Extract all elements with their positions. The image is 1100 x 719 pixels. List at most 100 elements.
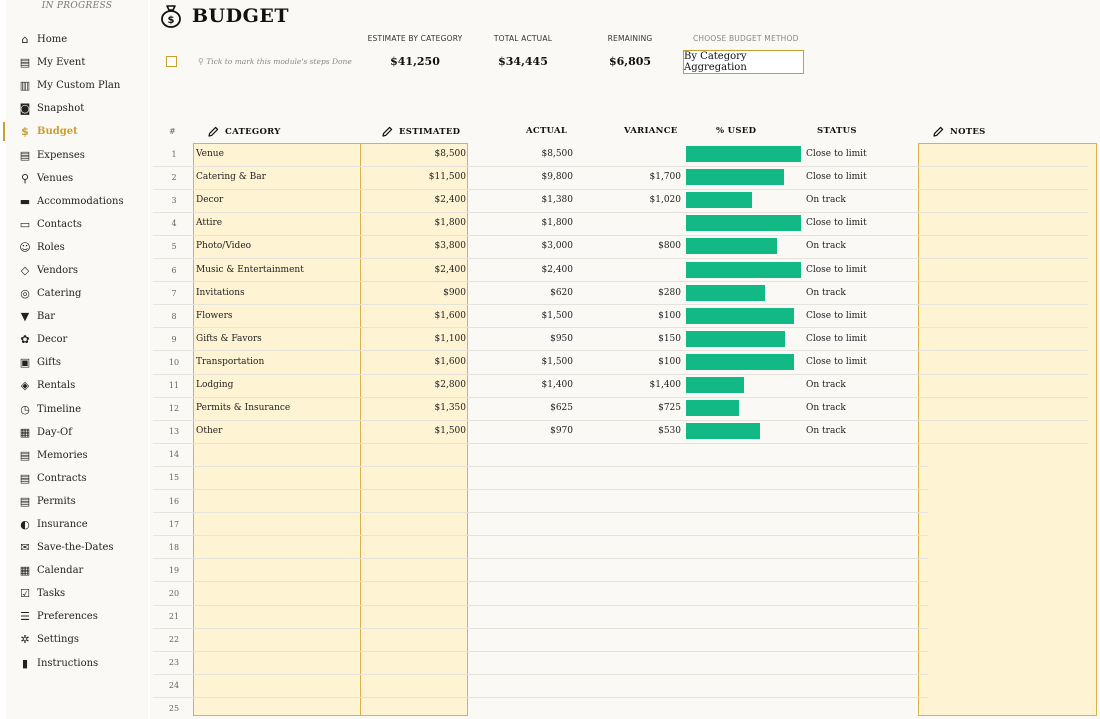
sidebar-item-venues[interactable]: ⚲ Venues	[6, 167, 148, 190]
percent-used-bar	[686, 261, 801, 278]
table-row: 15	[153, 466, 1091, 489]
table-row: 10 Transportation $1,600 $1,500 $100 Close to…	[153, 351, 1091, 374]
sidebar-item-vendors[interactable]: ◇ Vendors	[6, 259, 148, 282]
notes-cell[interactable]	[919, 235, 1094, 258]
notes-cell[interactable]	[919, 166, 1094, 189]
notes-cell[interactable]	[919, 536, 1094, 559]
estimated-cell[interactable]: $8,500	[434, 149, 467, 159]
notes-cell[interactable]	[919, 466, 1094, 489]
sidebar-item-memories[interactable]: ▤ Memories	[6, 444, 148, 467]
notes-cell[interactable]	[919, 282, 1094, 305]
sidebar-item-catering[interactable]: ◎ Catering	[6, 282, 148, 305]
sidebar-item-decor[interactable]: ✿ Decor	[6, 328, 148, 351]
notes-cell[interactable]	[919, 697, 1094, 719]
estimated-cell[interactable]: $1,600	[434, 356, 467, 367]
sidebar-item-my-custom-plan[interactable]: ▥ My Custom Plan	[6, 74, 148, 97]
sidebar-item-snapshot[interactable]: ◙ Snapshot	[6, 97, 148, 120]
notes-cell[interactable]	[919, 351, 1094, 374]
category-cell[interactable]: Attire	[196, 218, 223, 229]
estimated-cell[interactable]: $900	[443, 287, 466, 298]
row-number: 19	[168, 565, 180, 575]
notes-cell[interactable]	[919, 212, 1094, 235]
category-cell[interactable]: Transportation	[196, 356, 265, 367]
receipt-icon: ▤	[19, 148, 31, 162]
estimated-cell[interactable]: $2,400	[434, 195, 467, 206]
sidebar-item-roles[interactable]: ☺ Roles	[6, 236, 148, 259]
category-cell[interactable]: Photo/Video	[196, 241, 252, 252]
sidebar-item-contacts[interactable]: ▭ Contacts	[6, 213, 148, 236]
sidebar-item-calendar[interactable]: ▦ Calendar	[6, 559, 148, 582]
percent-used-bar	[686, 238, 777, 255]
notes-cell[interactable]	[919, 628, 1094, 651]
money-bag-icon: $	[161, 5, 181, 28]
notes-cell[interactable]	[919, 490, 1094, 513]
category-cell[interactable]: Venue	[196, 149, 224, 159]
sidebar-item-permits[interactable]: ▤ Permits	[6, 490, 148, 513]
sidebar-item-contracts[interactable]: ▤ Contracts	[6, 467, 148, 490]
camera-icon: ◙	[19, 102, 31, 116]
notes-cell[interactable]	[919, 374, 1094, 397]
sidebar-item-my-event[interactable]: ▤ My Event	[6, 51, 148, 74]
estimated-cell[interactable]: $11,500	[428, 172, 466, 183]
category-cell[interactable]: Invitations	[196, 287, 245, 298]
category-cell[interactable]: Other	[196, 426, 223, 437]
notes-cell[interactable]	[919, 651, 1094, 674]
notes-cell[interactable]	[919, 582, 1094, 605]
sidebar-item-day-of[interactable]: ▦ Day-Of	[6, 421, 148, 444]
table-row: 24	[153, 674, 1091, 697]
category-cell[interactable]: Lodging	[196, 380, 234, 390]
sidebar-item-save-the-dates[interactable]: ✉ Save-the-Dates	[6, 536, 148, 559]
gear-icon: ✲	[20, 633, 30, 647]
sidebar-item-preferences[interactable]: ☰ Preferences	[6, 605, 148, 628]
category-cell[interactable]: Gifts & Favors	[196, 333, 262, 344]
variance-cell: $1,020	[649, 195, 682, 206]
notes-cell[interactable]	[919, 305, 1094, 328]
category-cell[interactable]: Permits & Insurance	[196, 403, 291, 414]
category-cell[interactable]: Flowers	[196, 310, 233, 321]
category-cell[interactable]: Music & Entertainment	[196, 264, 304, 275]
notes-cell[interactable]	[919, 443, 1094, 466]
notes-cell[interactable]	[919, 189, 1094, 212]
budget-method-select[interactable]: By Category Aggregation	[683, 50, 804, 74]
sidebar-item-tasks[interactable]: ☑ Tasks	[6, 582, 148, 605]
module-done-checkbox[interactable]	[166, 56, 177, 67]
row-number: 23	[168, 658, 180, 668]
sidebar-item-expenses[interactable]: ▤ Expenses	[6, 143, 148, 166]
sidebar-item-accommodations[interactable]: ▬ Accommodations	[6, 190, 148, 213]
estimated-cell[interactable]: $1,350	[434, 403, 467, 414]
estimate-by-category-value: $41,250	[390, 55, 440, 68]
notes-cell[interactable]	[919, 559, 1094, 582]
estimated-cell[interactable]: $1,600	[434, 310, 467, 321]
sidebar-item-home[interactable]: ⌂ Home	[6, 28, 148, 51]
notes-cell[interactable]	[919, 420, 1094, 443]
estimated-cell[interactable]: $2,400	[434, 264, 467, 275]
estimated-column-highlight	[360, 143, 468, 716]
status-cell: On track	[806, 426, 846, 437]
sidebar-item-budget[interactable]: $ Budget	[3, 120, 148, 143]
sidebar-item-settings[interactable]: ✲ Settings	[6, 628, 148, 651]
estimated-cell[interactable]: $3,800	[434, 241, 467, 252]
sidebar-item-timeline[interactable]: ◷ Timeline	[6, 398, 148, 421]
sidebar-item-label: Accommodations	[37, 195, 124, 207]
notes-cell[interactable]	[919, 605, 1094, 628]
sidebar-item-gifts[interactable]: ▣ Gifts	[6, 351, 148, 374]
sidebar-item-instructions[interactable]: ▮ Instructions	[6, 652, 148, 675]
estimated-cell[interactable]: $1,500	[434, 426, 467, 437]
box-icon: ◈	[20, 379, 30, 393]
notes-cell[interactable]	[919, 674, 1094, 697]
estimated-cell[interactable]: $1,800	[434, 218, 467, 229]
notes-cell[interactable]	[919, 143, 1094, 166]
category-cell[interactable]: Catering & Bar	[196, 172, 266, 183]
category-cell[interactable]: Decor	[196, 195, 224, 206]
sidebar-item-bar[interactable]: ▼ Bar	[6, 305, 148, 328]
sidebar-item-rentals[interactable]: ◈ Rentals	[6, 374, 148, 397]
estimated-cell[interactable]: $2,800	[434, 380, 467, 390]
notes-cell[interactable]	[919, 397, 1094, 420]
notes-cell[interactable]	[919, 513, 1094, 536]
sidebar-item-insurance[interactable]: ◐ Insurance	[6, 513, 148, 536]
checkbox-icon: ☑	[20, 587, 30, 601]
notes-cell[interactable]	[919, 328, 1094, 351]
notes-cell[interactable]	[919, 259, 1094, 282]
percent-used-bar	[686, 169, 784, 186]
estimated-cell[interactable]: $1,100	[434, 333, 467, 344]
